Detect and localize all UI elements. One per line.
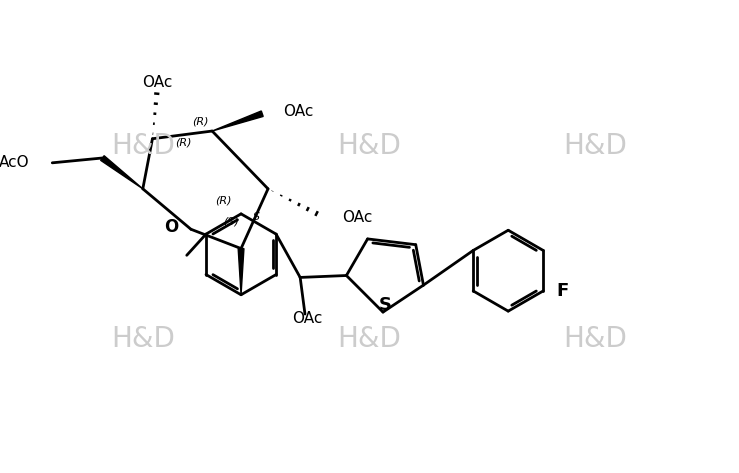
- Polygon shape: [212, 111, 263, 131]
- Text: F: F: [556, 282, 569, 300]
- Text: (R): (R): [216, 195, 232, 205]
- Text: S: S: [378, 296, 392, 314]
- Text: (R): (R): [175, 138, 191, 148]
- Text: H&D: H&D: [564, 325, 627, 353]
- Text: (R): (R): [192, 116, 209, 126]
- Text: H&D: H&D: [337, 132, 401, 160]
- Text: H&D: H&D: [111, 132, 174, 160]
- Text: H&D: H&D: [111, 325, 174, 353]
- Text: OAc: OAc: [142, 75, 172, 90]
- Text: OAc: OAc: [284, 104, 314, 119]
- Text: AcO: AcO: [0, 155, 29, 170]
- Text: OAc: OAc: [292, 311, 322, 325]
- Text: H&D: H&D: [337, 325, 401, 353]
- Text: OAc: OAc: [342, 210, 372, 225]
- Text: (S): (S): [223, 217, 239, 227]
- Polygon shape: [101, 156, 143, 189]
- Text: O: O: [164, 219, 178, 236]
- Polygon shape: [238, 248, 244, 295]
- Text: H&D: H&D: [564, 132, 627, 160]
- Text: S: S: [253, 212, 259, 222]
